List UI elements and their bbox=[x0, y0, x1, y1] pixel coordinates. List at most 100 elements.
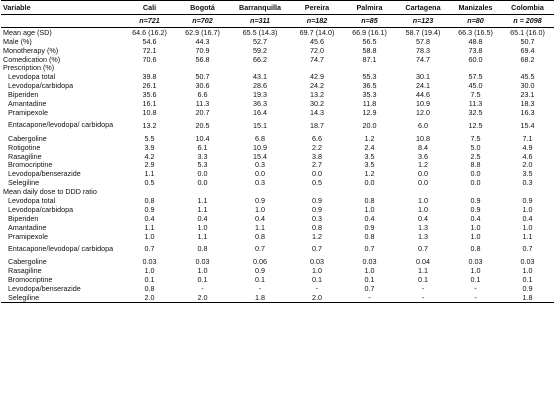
table-cell bbox=[343, 64, 396, 73]
table-cell: 58.7 (19.4) bbox=[405, 27, 441, 37]
city-header: Manizales bbox=[450, 0, 501, 15]
table-cell bbox=[450, 64, 501, 73]
table-cell: 0.1 bbox=[255, 275, 265, 285]
table-cell: 1.2 bbox=[418, 160, 428, 170]
table-cell: 0.7 bbox=[144, 244, 155, 254]
table-cell: 7.5 bbox=[470, 133, 481, 143]
table-row: Mean daily dose to DDD ratio bbox=[1, 187, 554, 196]
table-cell: 12.5 bbox=[468, 120, 483, 130]
table-cell: 16.3 bbox=[520, 108, 535, 117]
table-cell: 0.06 bbox=[253, 257, 267, 267]
table-cell: 18.3 bbox=[520, 99, 535, 108]
table-cell: 57.5 bbox=[468, 72, 483, 82]
table-cell: 36.3 bbox=[253, 99, 267, 108]
table-cell: 0.4 bbox=[144, 213, 155, 223]
table-cell: 1.0 bbox=[470, 231, 481, 241]
table-cell: 1.0 bbox=[418, 205, 428, 214]
table-cell: 15.4 bbox=[253, 151, 267, 161]
table-cell bbox=[176, 187, 229, 196]
table-cell: 69.4 bbox=[520, 45, 535, 55]
table-cell: 11.3 bbox=[195, 99, 210, 108]
table-cell: 2.0 bbox=[291, 293, 343, 304]
table-cell: 1.0 bbox=[197, 222, 208, 232]
row-label: Levodopa/benserazide bbox=[8, 284, 81, 294]
table-cell bbox=[176, 64, 229, 73]
sample-size-label bbox=[1, 14, 123, 28]
table-cell: 1.0 bbox=[144, 231, 155, 241]
table-cell: 0.0 bbox=[364, 178, 375, 188]
table-cell: 1.0 bbox=[197, 266, 208, 276]
table-cell: 23.1 bbox=[520, 90, 535, 100]
sample-size: n=80 bbox=[450, 14, 501, 28]
table-cell bbox=[343, 187, 396, 196]
table-cell: 0.7 bbox=[522, 244, 533, 254]
table-cell: 13.2 bbox=[310, 90, 324, 100]
table-cell: 10.8 bbox=[416, 133, 430, 143]
table-cell: 0.8 bbox=[364, 196, 375, 205]
table-cell: 66.9 (16.1) bbox=[352, 27, 387, 37]
row-label: Monotherapy (%) bbox=[3, 45, 59, 55]
table-row: Selegiline 0.5 0.0 0.3 0.5 0.0 0.0 0.0 0.3 bbox=[1, 178, 554, 187]
row-label: Biperiden bbox=[8, 90, 39, 100]
table-cell: 2.9 bbox=[144, 160, 155, 170]
table-cell: 16.4 bbox=[253, 108, 267, 117]
table-row: Biperiden 0.4 0.4 0.4 0.3 0.4 0.4 0.4 0.4 bbox=[1, 214, 554, 223]
variable-header: Variable bbox=[1, 0, 123, 15]
table-cell: 0.8 bbox=[470, 244, 481, 254]
table-cell: 0.1 bbox=[418, 275, 428, 285]
table-row: Mean age (SD) 64.6 (16.2) 62.9 (16.7) 65.5 … bbox=[1, 28, 554, 37]
table-cell: 69.7 (14.0) bbox=[299, 27, 335, 37]
table-row: Bromocriptine 0.1 0.1 0.1 0.1 0.1 0.1 0.1 0.1 bbox=[1, 275, 554, 284]
table-cell: 0.9 bbox=[522, 284, 533, 294]
table-cell: 48.8 bbox=[468, 36, 483, 46]
row-label: Levodopa total bbox=[8, 196, 56, 205]
table-cell bbox=[396, 187, 450, 196]
table-cell: 0.9 bbox=[255, 196, 265, 205]
table-cell: 10.8 bbox=[142, 108, 157, 117]
table-cell bbox=[501, 187, 554, 196]
table-cell: 1.2 bbox=[364, 169, 375, 179]
city-header: Cali bbox=[123, 0, 176, 15]
row-label: Cabergoline bbox=[8, 257, 47, 267]
table-cell: 68.2 bbox=[520, 54, 535, 64]
table-cell: 0.3 bbox=[522, 178, 533, 188]
table-cell: 1.0 bbox=[470, 266, 481, 276]
table-cell: 0.8 bbox=[255, 231, 265, 241]
table-cell: 10.4 bbox=[195, 133, 210, 143]
table-cell: 12.0 bbox=[416, 108, 430, 117]
sample-size: n=85 bbox=[343, 14, 396, 28]
table-cell: 1.8 bbox=[229, 293, 291, 304]
table-cell: - bbox=[396, 293, 450, 304]
table-cell: 3.6 bbox=[418, 151, 428, 161]
table-cell: 0.4 bbox=[522, 213, 533, 223]
row-label: Entacapone/levodopa/ carbidopa bbox=[8, 243, 114, 253]
sample-size: n = 2098 bbox=[501, 14, 554, 28]
drug-utilization-table: Variable Cali Bogotá Barranquilla Pereir… bbox=[1, 0, 554, 304]
header-row: Variable Cali Bogotá Barranquilla Pereir… bbox=[1, 0, 554, 15]
table-cell: 45.0 bbox=[468, 81, 483, 91]
table-cell: 64.6 (16.2) bbox=[132, 27, 167, 37]
table-cell: 7.5 bbox=[470, 90, 481, 100]
table-cell: 15.1 bbox=[253, 120, 267, 130]
table-cell: 3.5 bbox=[522, 169, 533, 179]
table-row: Cabergoline 5.5 10.4 6.8 6.6 1.2 10.8 7.5 7.1 bbox=[1, 134, 554, 143]
table-cell: 1.1 bbox=[144, 169, 155, 179]
table-cell: 1.0 bbox=[255, 205, 265, 214]
table-cell: 0.8 bbox=[197, 244, 208, 254]
table-cell: 6.0 bbox=[418, 120, 428, 130]
table-cell: 20.7 bbox=[195, 108, 210, 117]
table-row: Pramipexole 1.0 1.1 0.8 1.2 0.8 1.3 1.0 1.1 bbox=[1, 232, 554, 241]
table-cell: 0.0 bbox=[470, 169, 481, 179]
row-label: Bromocriptine bbox=[8, 275, 53, 285]
table-cell: 20.5 bbox=[195, 120, 210, 130]
sample-size: n=123 bbox=[396, 14, 450, 28]
table-cell: 10.9 bbox=[253, 142, 267, 152]
table-cell: 0.0 bbox=[312, 169, 322, 179]
table-cell: - bbox=[201, 284, 204, 294]
table-cell: 0.9 bbox=[255, 266, 265, 276]
table-cell: 0.1 bbox=[312, 275, 322, 285]
table-cell: 16.1 bbox=[142, 99, 157, 108]
table-cell: 8.8 bbox=[470, 160, 481, 170]
row-label: Selegiline bbox=[1, 293, 123, 304]
